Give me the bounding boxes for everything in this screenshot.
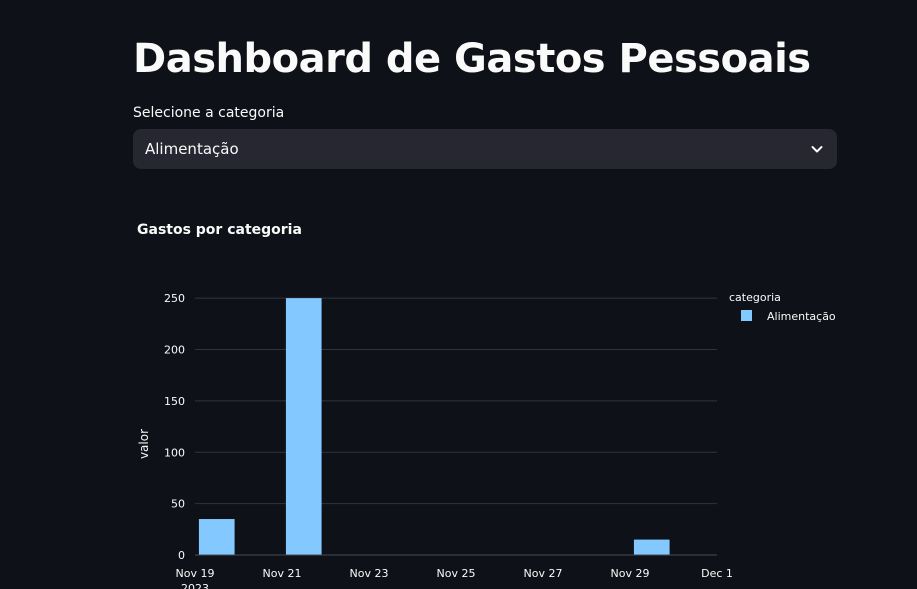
category-select-value: Alimentação [145,140,239,158]
x-tick-label: Nov 21 [263,567,302,580]
legend-swatch [741,310,752,321]
y-tick-label: 250 [164,292,185,305]
y-axis-label: valor [137,429,151,459]
x-tick-label: Dec 1 [701,567,733,580]
chart-title: Gastos por categoria [137,222,302,238]
x-tick-label: Nov 19 [176,567,215,580]
legend-entry-label: Alimentação [767,310,836,323]
category-select[interactable]: Alimentação [133,129,837,169]
x-tick-label: Nov 29 [611,567,650,580]
x-tick-year-label: 2023 [181,582,209,589]
y-tick-label: 150 [164,395,185,408]
bar [285,298,322,555]
y-tick-label: 200 [164,344,185,357]
x-tick-label: Nov 27 [524,567,563,580]
bar [633,539,670,555]
y-tick-label: 50 [171,498,185,511]
y-tick-label: 100 [164,446,185,459]
x-tick-label: Nov 23 [350,567,389,580]
y-tick-label: 0 [178,549,185,562]
chevron-down-icon[interactable] [809,141,825,157]
page-title: Dashboard de Gastos Pessoais [133,36,811,82]
category-select-label: Selecione a categoria [133,105,285,121]
legend-title: categoria [729,291,781,304]
bar [198,519,235,555]
x-tick-label: Nov 25 [437,567,476,580]
